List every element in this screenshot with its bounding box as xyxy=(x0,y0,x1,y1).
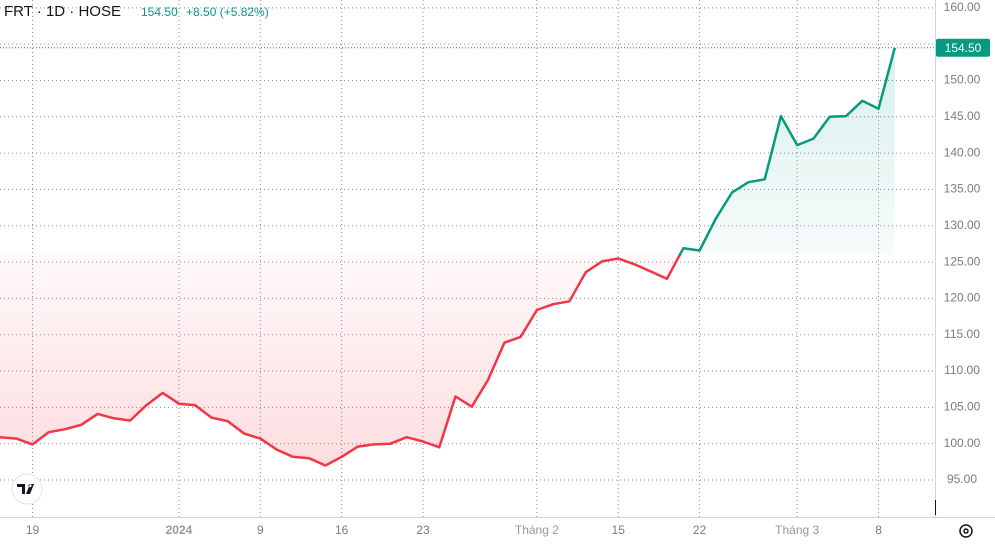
y-tick-label: 120.00 xyxy=(944,291,981,305)
y-tick-label: 150.00 xyxy=(944,73,981,87)
plot xyxy=(0,47,935,467)
y-tick-label: 130.00 xyxy=(944,218,981,232)
x-tick-label: 15 xyxy=(612,523,626,537)
x-tick-label: Tháng 3 xyxy=(775,523,819,537)
x-tick-label: 2024 xyxy=(166,523,193,537)
header-price: 154.50 xyxy=(141,5,178,19)
x-tick-label: 16 xyxy=(335,523,349,537)
y-tick-label: 105.00 xyxy=(944,400,981,414)
y-tick-label: 135.00 xyxy=(944,182,981,196)
symbol-title[interactable]: FRT · 1D · HOSE xyxy=(4,3,121,20)
y-tick-label: 100.00 xyxy=(944,436,981,450)
y-tick-label: 160.00 xyxy=(944,0,981,14)
x-tick-label: 19 xyxy=(26,523,40,537)
settings-button[interactable] xyxy=(959,524,973,538)
y-tick-label: 125.00 xyxy=(944,254,981,268)
x-tick-label: 23 xyxy=(416,523,430,537)
y-tick-label: 140.00 xyxy=(944,145,981,159)
x-tick-label: 8 xyxy=(875,523,882,537)
baseline-area xyxy=(0,47,895,466)
last-price-tag xyxy=(936,38,990,57)
x-tick-label: 9 xyxy=(257,523,264,537)
header-change: +8.50 (+5.82%) xyxy=(186,5,269,19)
last-price-label: 154.50 xyxy=(945,41,982,55)
x-tick-label: 22 xyxy=(693,523,707,537)
tv-logo xyxy=(11,473,43,505)
x-tick-label: Tháng 2 xyxy=(515,523,559,537)
y-tick-label: 110.00 xyxy=(944,363,980,377)
y-tick-label: 115.00 xyxy=(944,327,980,341)
y-tick-label: 145.00 xyxy=(944,109,981,123)
y-tick-label: 95.00 xyxy=(947,472,977,486)
price-line xyxy=(0,47,897,467)
